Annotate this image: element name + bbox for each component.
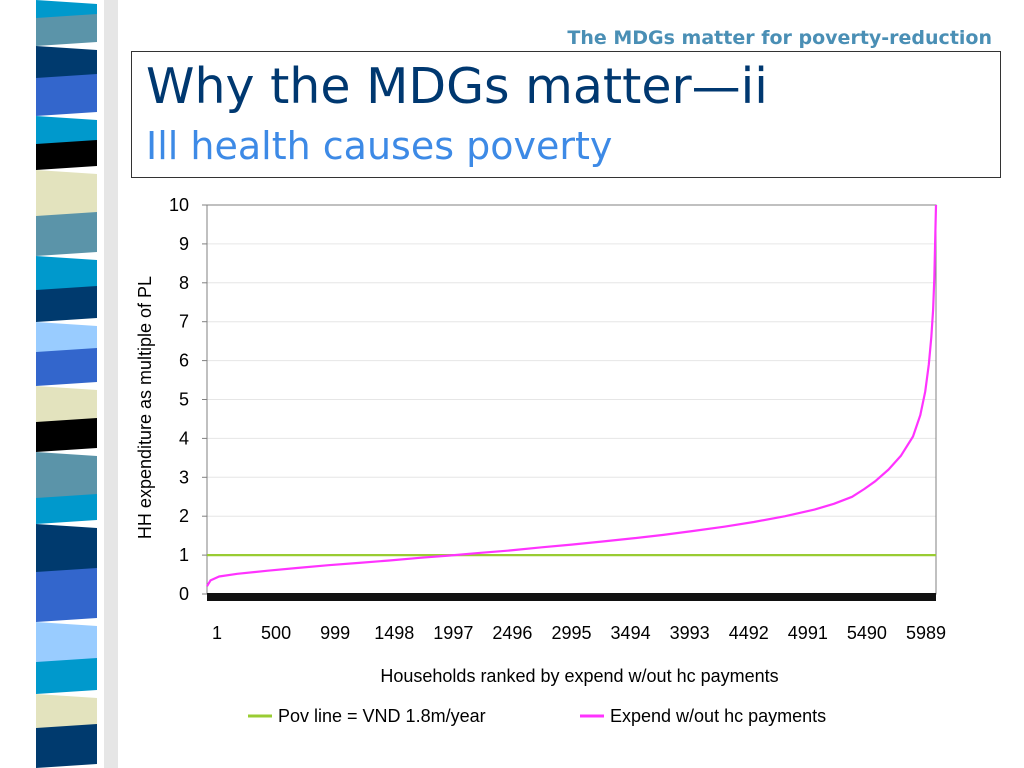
y-tick-label: 8: [179, 273, 189, 293]
x-tick-label: 3494: [611, 623, 651, 643]
x-tick-label: 1: [212, 623, 222, 643]
stripe-block: [36, 494, 97, 524]
x-tick-label: 4492: [729, 623, 769, 643]
stripe-block: [36, 116, 97, 148]
stripe-block: [36, 524, 97, 576]
stripe-block: [36, 170, 97, 220]
y-tick-label: 9: [179, 234, 189, 254]
decorative-stripe-column: [36, 0, 118, 768]
legend-label: Pov line = VND 1.8m/year: [278, 706, 486, 726]
y-tick-label: 7: [179, 312, 189, 332]
stripe-shadow: [104, 0, 118, 768]
stripe-block: [36, 622, 97, 666]
x-tick-label: 999: [320, 623, 350, 643]
stripe-block: [36, 348, 97, 386]
y-tick-label: 5: [179, 390, 189, 410]
y-tick-label: 10: [169, 195, 189, 215]
series-lines: [206, 204, 938, 587]
y-tick-label: 6: [179, 351, 189, 371]
x-axis-label: Households ranked by expend w/out hc pay…: [380, 666, 778, 686]
series-line-expend: [206, 204, 938, 587]
stripe-block: [36, 694, 97, 732]
x-tick-label: 3993: [670, 623, 710, 643]
stripe-block: [36, 386, 97, 426]
header-kicker: The MDGs matter for poverty-reduction: [567, 27, 992, 49]
stripe-block: [36, 322, 97, 356]
x-tick-label: 5490: [847, 623, 887, 643]
stripe-block: [36, 46, 97, 82]
stripe-block: [36, 212, 97, 256]
y-tick-label: 0: [179, 584, 189, 604]
title-box: Why the MDGs matter—ii Ill health causes…: [131, 51, 1001, 178]
y-axis-label: HH expenditure as multiple of PL: [135, 276, 155, 539]
stripe-block: [36, 452, 97, 502]
stripe-block: [36, 568, 97, 622]
stripe-block: [36, 724, 97, 768]
x-tick-label: 1997: [433, 623, 473, 643]
x-axis: 1 500 999 1498 1997 2496 2995 3494 3993 4492 4991 5…: [207, 593, 946, 643]
x-tick-label: 5989: [906, 623, 946, 643]
y-axis: 0 1 2 3 4 5 6 7 8 9 10: [169, 195, 207, 604]
stripe-block: [36, 256, 97, 294]
legend: Pov line = VND 1.8m/year Expend w/out hc …: [248, 706, 826, 726]
line-chart: 1 500 999 1498 1997 2496 2995 3494 3993 4492 4991 5…: [135, 195, 946, 726]
y-tick-label: 1: [179, 545, 189, 565]
stripe-block: [36, 658, 97, 694]
x-tick-label: 4991: [788, 623, 828, 643]
y-tick-label: 4: [179, 428, 189, 448]
stripe-block: [36, 74, 97, 116]
x-tick-label: 2995: [551, 623, 591, 643]
x-tick-label: 1498: [374, 623, 414, 643]
slide-subtitle: Ill health causes poverty: [146, 124, 613, 168]
gridlines: [207, 204, 936, 595]
slide-title: Why the MDGs matter—ii: [146, 58, 768, 115]
y-tick-label: 3: [179, 467, 189, 487]
x-axis-dense-ticks: [207, 593, 936, 601]
stripe-block: [36, 286, 97, 322]
stripe-block: [36, 14, 97, 46]
legend-label: Expend w/out hc payments: [610, 706, 826, 726]
stripe-block: [36, 418, 97, 452]
stripe-block: [36, 140, 97, 170]
x-tick-label: 500: [261, 623, 291, 643]
y-tick-label: 2: [179, 506, 189, 526]
x-tick-label: 2496: [492, 623, 532, 643]
